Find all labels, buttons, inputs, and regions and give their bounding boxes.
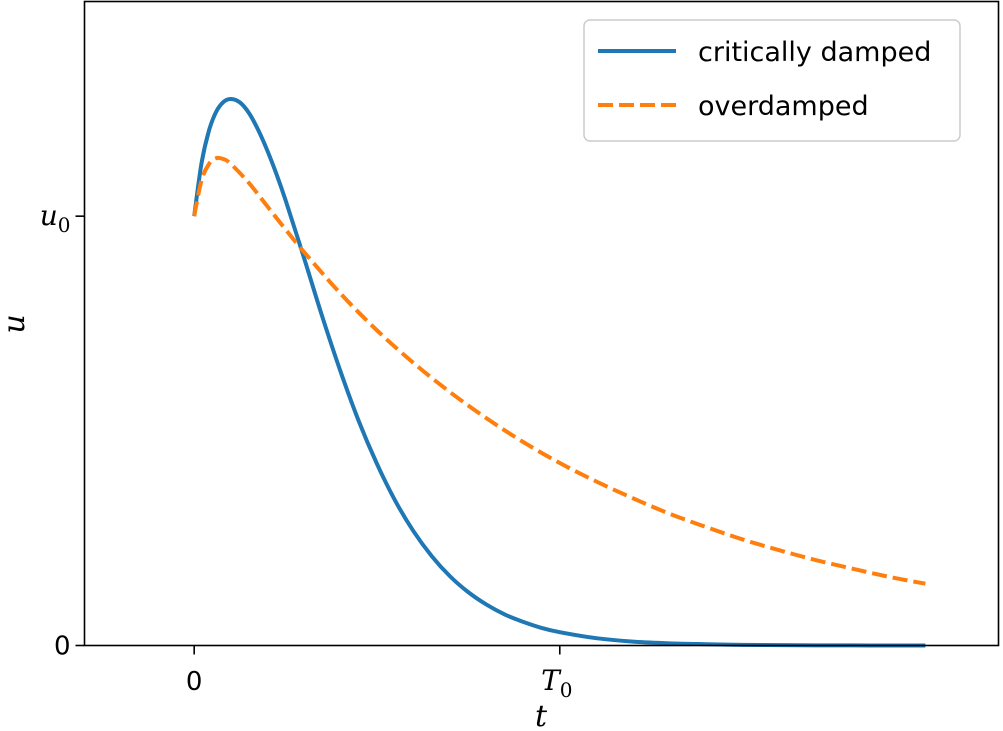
- series-line-overdamped: [192, 155, 926, 586]
- x-axis-label: t: [535, 699, 548, 731]
- y-axis: 0 u0: [40, 199, 85, 662]
- plot-lines: [192, 96, 926, 648]
- series-line-critically-damped: [192, 96, 926, 648]
- x-tick-label-0: 0: [186, 667, 203, 697]
- legend-label-critically-damped: critically damped: [698, 37, 931, 68]
- x-tick-label-1: T0: [541, 664, 572, 702]
- plot-frame: [83, 0, 1000, 647]
- legend-box: [583, 19, 961, 142]
- legend-label-overdamped: overdamped: [698, 91, 869, 122]
- y-axis-label: u: [0, 314, 32, 333]
- x-axis: 0 T0: [186, 645, 572, 702]
- y-tick-label-0: 0: [54, 632, 71, 662]
- legend: critically damped overdamped: [583, 19, 961, 142]
- y-tick-label-1: u0: [40, 199, 71, 237]
